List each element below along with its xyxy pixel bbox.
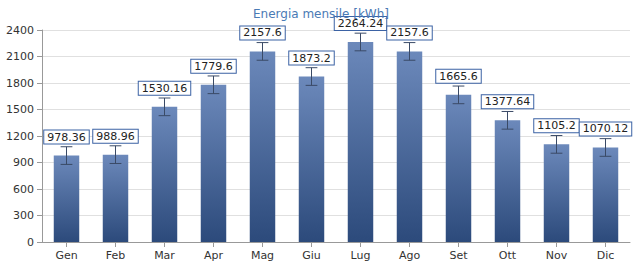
svg-text:Apr: Apr [204,249,224,262]
svg-text:978.36: 978.36 [47,131,86,144]
svg-text:Energia mensile [kWh]: Energia mensile [kWh] [253,7,389,21]
svg-text:2400: 2400 [6,24,34,37]
svg-text:1500: 1500 [6,103,34,116]
svg-text:Ago: Ago [399,249,421,262]
svg-text:900: 900 [13,156,34,169]
svg-text:Mar: Mar [154,249,175,262]
svg-text:0: 0 [27,236,34,249]
svg-text:Gen: Gen [55,249,77,262]
svg-text:600: 600 [13,183,34,196]
svg-text:Mag: Mag [251,249,274,262]
svg-text:2264.24: 2264.24 [337,17,384,30]
svg-text:Ott: Ott [499,249,517,262]
svg-text:1873.2: 1873.2 [292,52,331,65]
svg-text:300: 300 [13,209,34,222]
svg-text:1105.2: 1105.2 [537,119,576,132]
svg-text:1779.6: 1779.6 [194,60,233,73]
svg-text:1665.6: 1665.6 [439,70,478,83]
svg-text:Dic: Dic [597,249,615,262]
svg-text:2157.6: 2157.6 [390,26,429,39]
svg-text:Feb: Feb [106,249,125,262]
svg-text:Nov: Nov [546,249,568,262]
svg-text:2100: 2100 [6,50,34,63]
svg-text:1800: 1800 [6,77,34,90]
svg-text:1377.64: 1377.64 [485,95,531,108]
svg-text:Giu: Giu [302,249,321,262]
svg-text:988.96: 988.96 [96,130,135,143]
svg-text:2157.6: 2157.6 [243,26,282,39]
svg-text:Lug: Lug [351,249,371,262]
svg-text:Set: Set [449,249,468,262]
svg-text:1200: 1200 [6,130,34,143]
svg-text:1530.16: 1530.16 [142,82,188,95]
svg-text:1070.12: 1070.12 [583,122,629,135]
